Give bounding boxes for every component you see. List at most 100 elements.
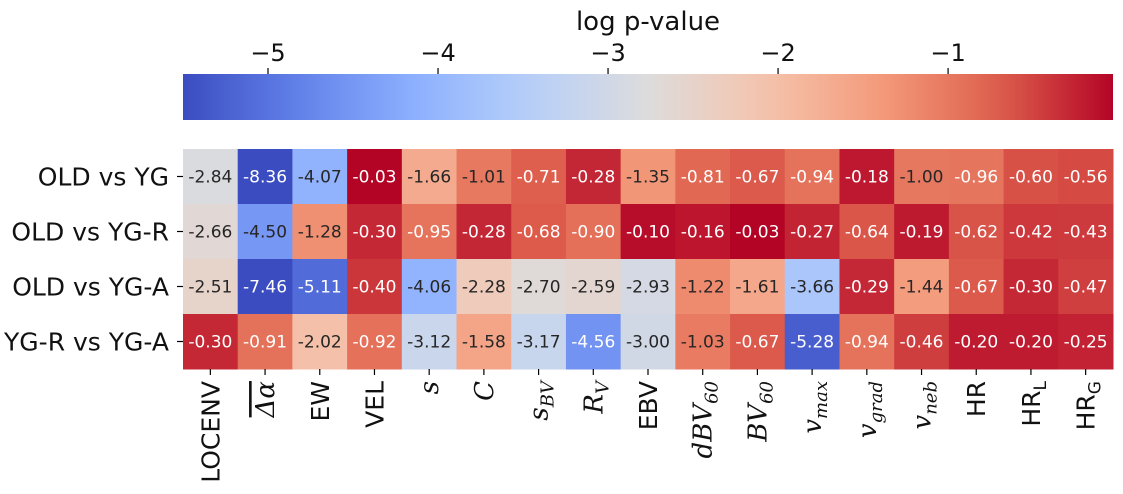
cell-value-label: -0.16 xyxy=(681,223,725,243)
heatmap-cell xyxy=(237,314,293,370)
column-label-text: v xyxy=(853,423,883,438)
heatmap-cell xyxy=(675,204,731,260)
cell-value-label: -1.00 xyxy=(900,168,944,188)
heatmap-cell xyxy=(565,149,622,205)
heatmap-cell xyxy=(784,204,840,260)
cell-value-label: -0.20 xyxy=(1009,333,1053,353)
column-label-text: LOCENV xyxy=(196,381,225,483)
heatmap-cell xyxy=(730,204,786,260)
heatmap-cell xyxy=(894,259,950,315)
heatmap-cell xyxy=(894,204,950,260)
cell-value-label: -1.22 xyxy=(681,278,725,298)
heatmap-cell xyxy=(1058,149,1114,205)
cell-value-label: -1.61 xyxy=(735,278,779,298)
cell-value-label: -2.93 xyxy=(626,278,670,298)
cell-value-label: -3.00 xyxy=(626,333,670,353)
heatmap-cell xyxy=(401,314,458,370)
heatmap-cell xyxy=(1003,314,1059,370)
cell-value-label: -0.90 xyxy=(571,223,615,243)
cell-value-label: -1.03 xyxy=(681,333,725,353)
column-label: dBV60 xyxy=(689,381,723,458)
cell-value-label: -2.28 xyxy=(462,278,506,298)
cell-value-label: -0.29 xyxy=(845,278,889,298)
heatmap-cell xyxy=(1003,204,1059,260)
heatmap-cell xyxy=(784,259,840,315)
column-label: EBV xyxy=(634,381,663,430)
cell-value-label: -1.66 xyxy=(407,168,451,188)
column-label: RV xyxy=(579,379,613,415)
column-label-text: s xyxy=(525,407,555,420)
row-labels: OLD vs YG OLD vs YG-R OLD vs YG-A YG-R vs Y… xyxy=(3,163,183,357)
cell-value-label: -1.35 xyxy=(626,168,670,188)
cell-value-label: -0.96 xyxy=(954,168,998,188)
column-label: BV60 xyxy=(743,381,777,443)
column-label: Δα xyxy=(251,381,281,419)
heatmap-cell xyxy=(1058,314,1114,370)
heatmap-cell xyxy=(456,204,512,260)
heatmap-cell xyxy=(183,259,239,315)
cell-value-label: -4.50 xyxy=(243,223,287,243)
column-label-subscript: 60 xyxy=(756,381,777,404)
heatmap-cell xyxy=(839,314,895,370)
column-label: EW xyxy=(306,381,335,422)
heatmap-cell xyxy=(401,204,458,260)
cell-value-label: -8.36 xyxy=(243,168,287,188)
heatmap-cell xyxy=(620,204,676,260)
heatmap-cell xyxy=(347,149,403,205)
heatmap-cell xyxy=(565,259,622,315)
column-label-text: BV xyxy=(743,402,773,443)
cell-value-label: -0.64 xyxy=(845,223,889,243)
heatmap-cell xyxy=(456,149,512,205)
heatmap-cell xyxy=(292,259,348,315)
cell-value-label: -2.59 xyxy=(571,278,615,298)
cell-value-label: -4.07 xyxy=(298,168,342,188)
cell-value-label: -0.40 xyxy=(352,278,396,298)
column-label: vgrad xyxy=(853,381,887,438)
colorbar-tick-label: −5 xyxy=(250,39,285,67)
heatmap-cell xyxy=(183,149,239,205)
heatmap-cell xyxy=(730,259,786,315)
colorbar-label: log p-value xyxy=(576,7,720,37)
column-label-subscript: grad xyxy=(866,381,887,423)
heatmap-cell xyxy=(511,314,567,370)
column-label-subscript: max xyxy=(811,381,832,419)
column-label: VEL xyxy=(360,381,389,428)
column-label-text: Δα xyxy=(251,381,281,419)
heatmap-cell xyxy=(675,314,731,370)
row-label: OLD vs YG-A xyxy=(12,273,169,302)
heatmap-cell xyxy=(730,149,786,205)
column-label-text: v xyxy=(798,419,828,434)
heatmap-cell xyxy=(1003,259,1059,315)
heatmap-cell xyxy=(620,259,676,315)
cell-value-label: -1.01 xyxy=(462,168,506,188)
column-label: HRG xyxy=(1072,381,1106,430)
cell-value-label: -2.02 xyxy=(298,333,342,353)
heatmap-cell xyxy=(839,259,895,315)
cell-value-label: -5.11 xyxy=(298,278,342,298)
colorbar-tick-label: −4 xyxy=(420,39,455,67)
cell-value-label: -0.46 xyxy=(900,333,944,353)
column-label: HR xyxy=(962,381,991,417)
heatmap-cell xyxy=(511,259,567,315)
cell-value-label: -0.91 xyxy=(243,333,287,353)
heatmap-cell xyxy=(1058,204,1114,260)
heatmap-cell xyxy=(565,314,622,370)
heatmap-cell xyxy=(292,149,348,205)
column-label: sBV xyxy=(525,379,559,421)
cell-value-label: -0.30 xyxy=(1009,278,1053,298)
heatmap-cell xyxy=(401,149,458,205)
column-label-subscript: neb xyxy=(921,381,942,415)
cell-value-label: -3.17 xyxy=(517,333,561,353)
cell-value-label: -3.12 xyxy=(407,333,451,353)
cell-value-label: -0.67 xyxy=(954,278,998,298)
heatmap-cell xyxy=(565,204,622,260)
column-label: vmax xyxy=(798,381,832,434)
heatmap-cell xyxy=(511,204,567,260)
column-label-text: HR xyxy=(962,381,991,417)
cell-value-label: -0.94 xyxy=(845,333,889,353)
cell-value-label: -0.03 xyxy=(352,168,396,188)
heatmap-cell xyxy=(347,314,403,370)
column-label-text: v xyxy=(908,414,938,429)
colorbar: −5 −4 −3 −2 −1 log p-value xyxy=(183,7,1113,120)
